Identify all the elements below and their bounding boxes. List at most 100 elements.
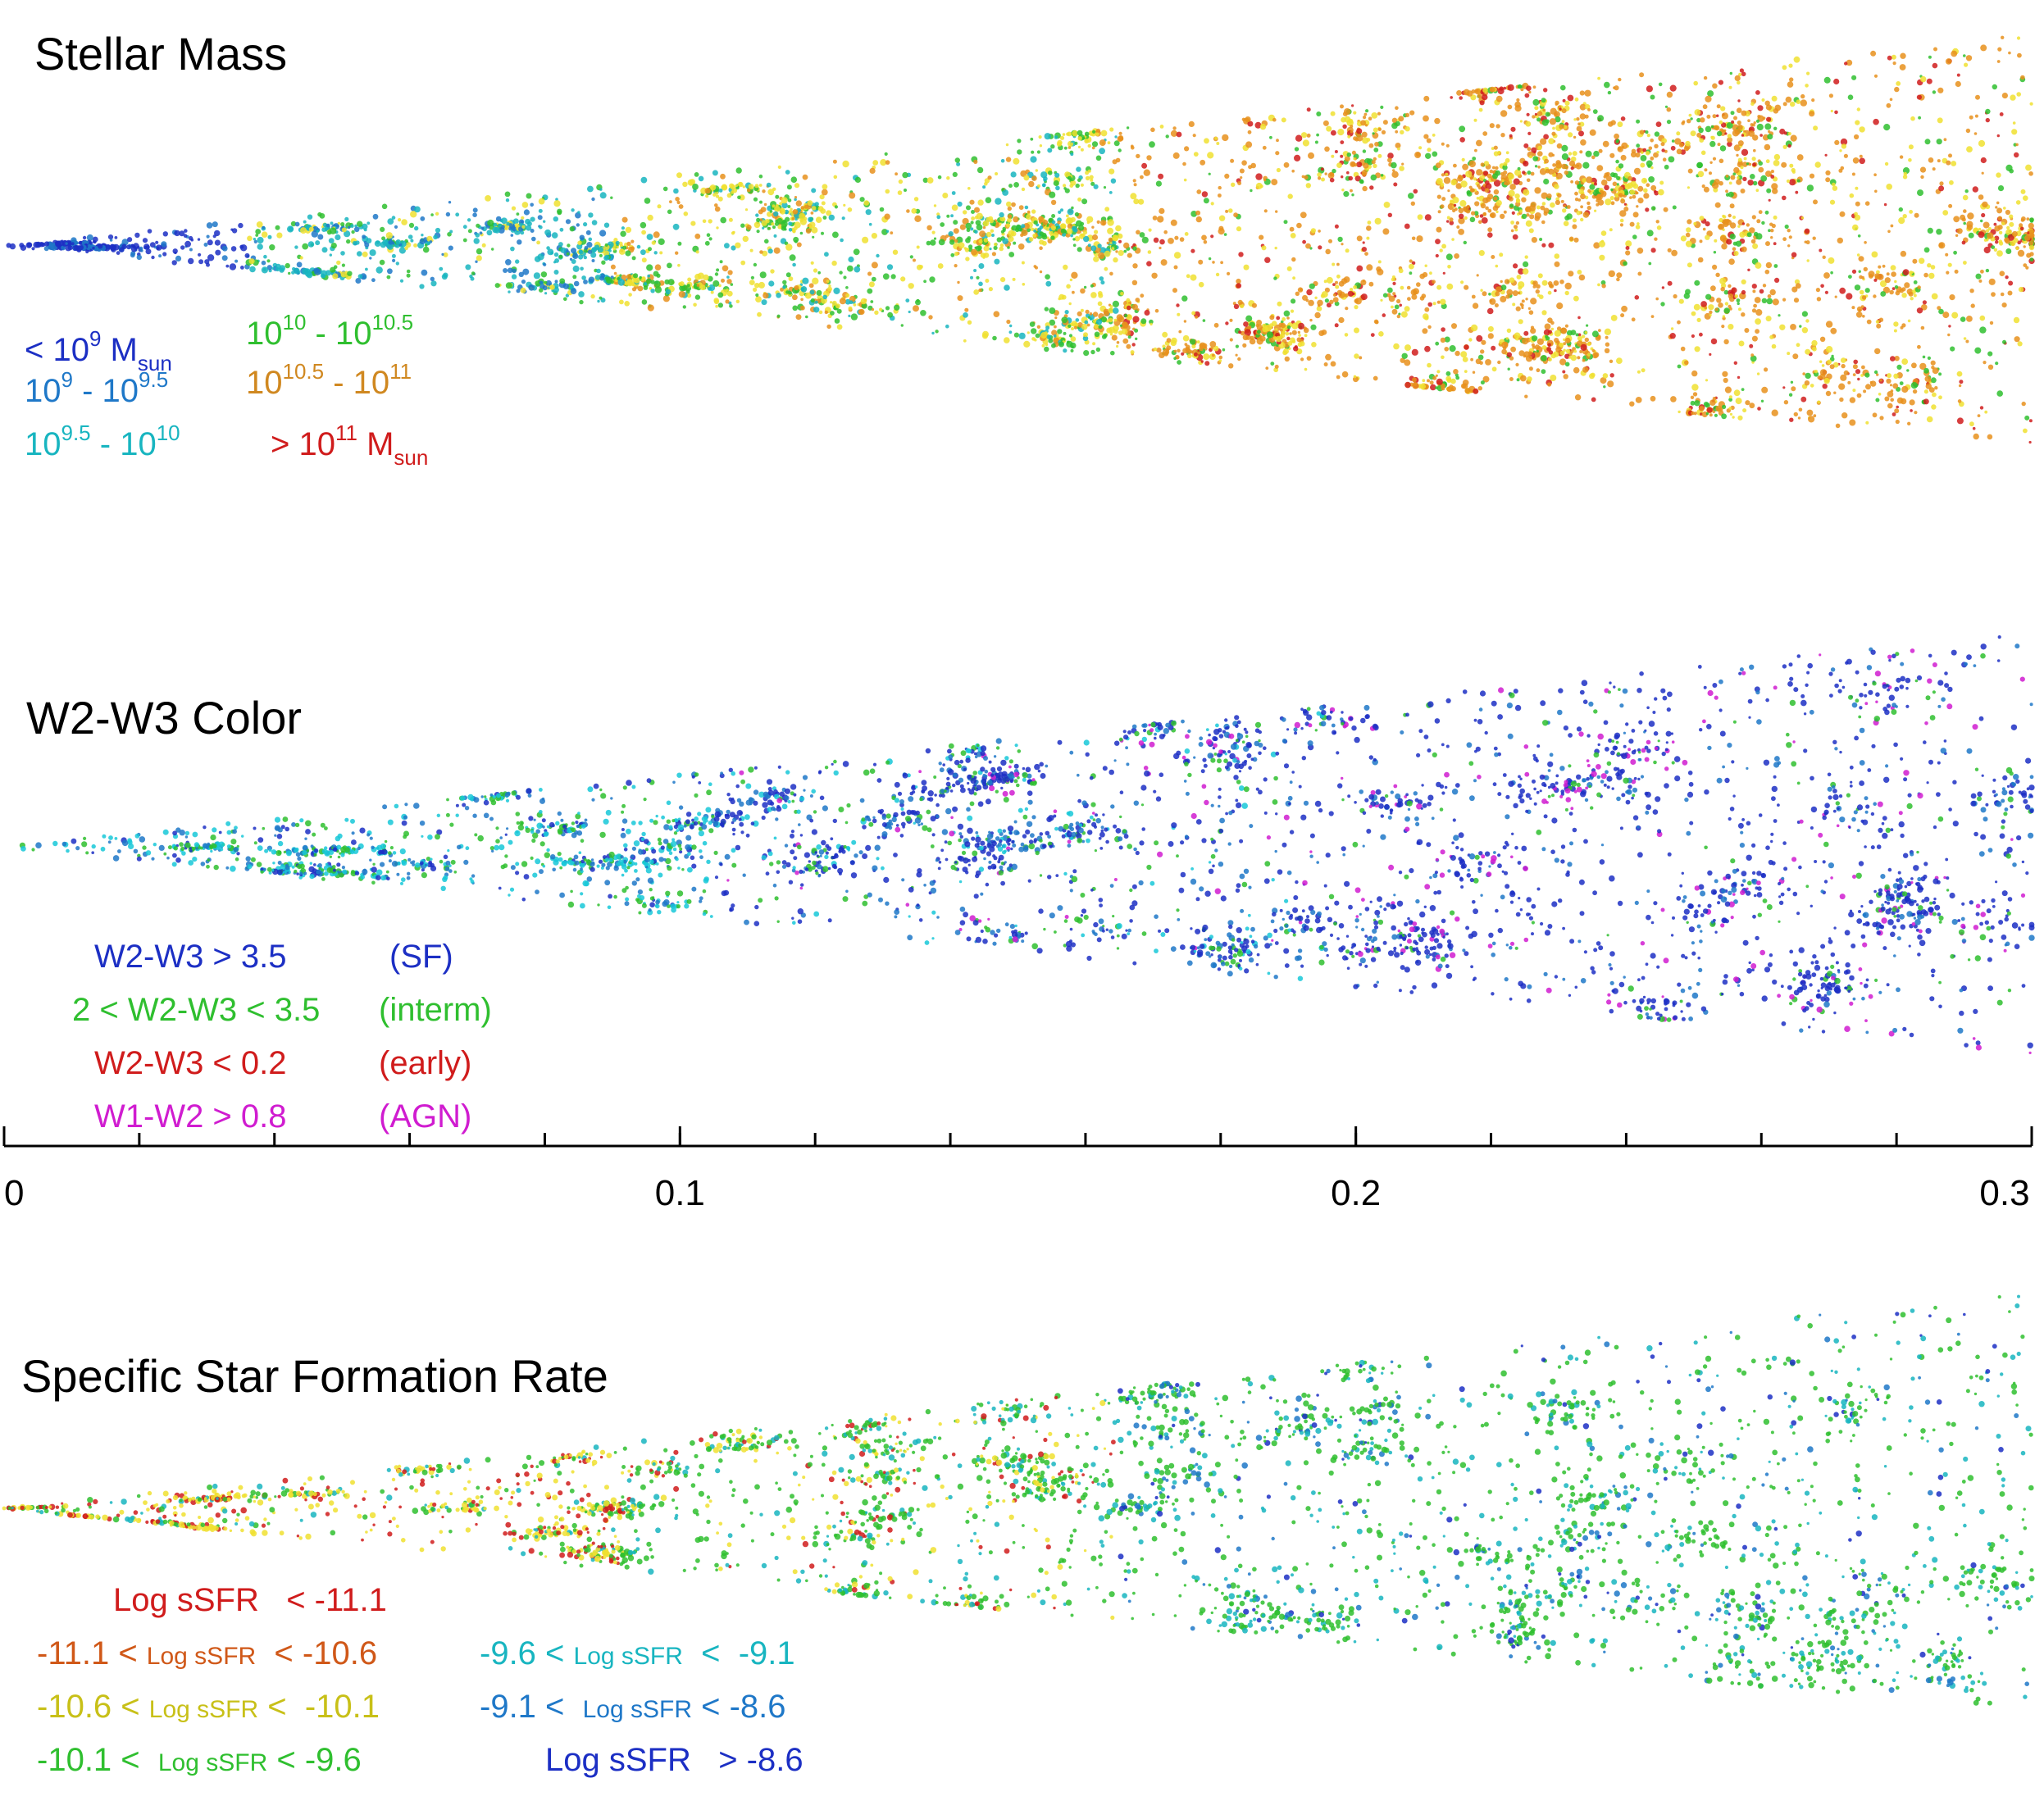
- galaxy-point: [1178, 330, 1182, 334]
- galaxy-point: [1068, 324, 1072, 328]
- galaxy-point: [1529, 155, 1532, 159]
- galaxy-point: [794, 183, 800, 189]
- galaxy-point: [1852, 224, 1859, 231]
- galaxy-point: [571, 208, 575, 212]
- galaxy-point: [1090, 181, 1095, 186]
- galaxy-point: [1574, 394, 1582, 401]
- galaxy-point: [1560, 199, 1564, 203]
- galaxy-point: [1751, 215, 1756, 220]
- galaxy-point: [1712, 264, 1718, 270]
- galaxy-point: [1805, 319, 1810, 323]
- galaxy-point: [1609, 196, 1614, 201]
- galaxy-point: [1923, 272, 1928, 278]
- galaxy-point: [1298, 334, 1301, 337]
- galaxy-point: [1855, 186, 1859, 190]
- galaxy-point: [1460, 351, 1468, 358]
- galaxy-point: [1825, 170, 1831, 175]
- galaxy-point: [1436, 194, 1441, 199]
- galaxy-point: [257, 236, 264, 244]
- galaxy-point: [1690, 117, 1693, 121]
- galaxy-point: [1746, 223, 1750, 227]
- galaxy-point: [481, 243, 486, 248]
- galaxy-point: [1828, 93, 1833, 98]
- galaxy-point: [1468, 338, 1473, 342]
- galaxy-point: [1859, 154, 1863, 158]
- galaxy-point: [421, 234, 424, 237]
- galaxy-point: [1317, 172, 1322, 177]
- galaxy-point: [1087, 316, 1090, 319]
- galaxy-point: [1721, 122, 1727, 128]
- galaxy-point: [1766, 116, 1772, 122]
- galaxy-point: [1587, 189, 1591, 193]
- galaxy-point: [406, 273, 411, 278]
- galaxy-point: [1353, 111, 1357, 115]
- galaxy-point: [599, 296, 603, 300]
- galaxy-point: [1758, 166, 1764, 173]
- galaxy-point: [2023, 245, 2026, 248]
- galaxy-point: [1045, 274, 1050, 280]
- galaxy-point: [1482, 87, 1488, 93]
- galaxy-point: [107, 234, 114, 240]
- galaxy-point: [1747, 119, 1750, 122]
- galaxy-point: [1783, 131, 1787, 135]
- galaxy-point: [1576, 210, 1582, 216]
- galaxy-point: [1554, 253, 1560, 259]
- galaxy-point: [1479, 214, 1484, 218]
- galaxy-point: [1732, 247, 1737, 252]
- galaxy-point: [347, 271, 353, 276]
- galaxy-point: [1492, 173, 1498, 180]
- galaxy-point: [775, 194, 780, 199]
- galaxy-point: [1254, 121, 1262, 129]
- galaxy-point: [992, 223, 996, 227]
- galaxy-point: [1805, 372, 1811, 380]
- galaxy-point: [1851, 306, 1855, 310]
- galaxy-point: [1699, 216, 1705, 221]
- galaxy-point: [641, 257, 647, 263]
- galaxy-point: [868, 222, 872, 226]
- galaxy-point: [1302, 239, 1306, 244]
- galaxy-point: [1435, 253, 1439, 258]
- galaxy-point: [1036, 325, 1041, 329]
- galaxy-point: [1577, 164, 1580, 167]
- galaxy-point: [1819, 248, 1823, 252]
- galaxy-point: [1563, 348, 1566, 352]
- galaxy-point: [1168, 238, 1174, 244]
- galaxy-point: [929, 276, 936, 283]
- galaxy-point: [886, 264, 894, 271]
- galaxy-point: [677, 263, 681, 267]
- galaxy-point: [1126, 343, 1131, 349]
- galaxy-point: [1464, 388, 1471, 394]
- galaxy-point: [1728, 213, 1732, 218]
- galaxy-point: [1584, 89, 1591, 97]
- galaxy-point: [1596, 193, 1603, 201]
- galaxy-point: [957, 295, 963, 302]
- galaxy-point: [1834, 139, 1840, 145]
- galaxy-point: [1510, 346, 1516, 352]
- galaxy-point: [1547, 317, 1553, 324]
- galaxy-point: [1648, 261, 1652, 266]
- galaxy-point: [1525, 220, 1532, 227]
- galaxy-point: [1341, 116, 1346, 123]
- galaxy-point: [1698, 127, 1704, 134]
- galaxy-point: [1493, 180, 1501, 187]
- galaxy-point: [1593, 150, 1600, 157]
- galaxy-point: [1719, 180, 1723, 186]
- galaxy-point: [615, 240, 620, 245]
- galaxy-point: [1574, 97, 1579, 102]
- galaxy-point: [1540, 138, 1547, 145]
- galaxy-point: [1823, 377, 1830, 384]
- galaxy-point: [792, 262, 796, 267]
- galaxy-point: [505, 198, 510, 202]
- galaxy-point: [1017, 139, 1022, 143]
- galaxy-point: [1938, 185, 1945, 192]
- galaxy-point: [1320, 167, 1324, 171]
- galaxy-point: [874, 310, 879, 315]
- galaxy-point: [1186, 274, 1190, 279]
- galaxy-point: [1930, 265, 1936, 270]
- galaxy-point: [1287, 193, 1293, 199]
- galaxy-point: [1666, 120, 1672, 125]
- galaxy-point: [1563, 374, 1568, 380]
- galaxy-point: [379, 259, 385, 266]
- galaxy-point: [558, 242, 563, 247]
- galaxy-point: [1223, 233, 1227, 236]
